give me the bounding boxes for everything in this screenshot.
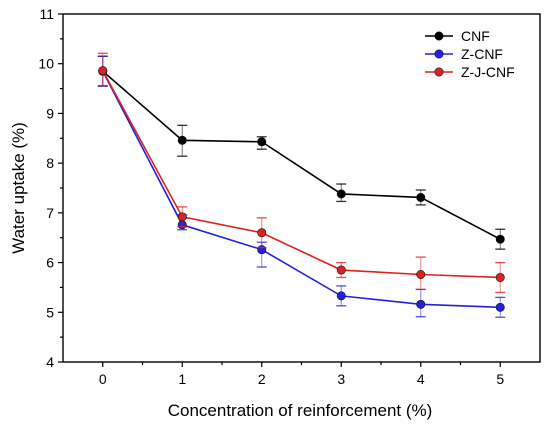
point-Z-J-CNF-3 xyxy=(336,265,346,275)
point-Z-CNF-3 xyxy=(336,291,346,301)
y-axis-title: Water uptake (%) xyxy=(9,122,28,254)
point-CNF-1 xyxy=(177,135,187,145)
series-line-CNF xyxy=(102,70,501,240)
legend-marker-CNF xyxy=(434,31,444,41)
legend-label-CNF: CNF xyxy=(461,28,490,44)
x-tick-label-0: 0 xyxy=(99,371,107,387)
series-line-Z-CNF xyxy=(102,70,501,309)
y-tick-label-10: 10 xyxy=(38,56,54,72)
y-tick-label-8: 8 xyxy=(46,155,54,171)
legend-label-Z-J-CNF: Z-J-CNF xyxy=(461,64,515,80)
axes: 4 5 6 7 8 9 10 11 0 1 2 3 4 5 xyxy=(38,6,541,387)
point-Z-CNF-5 xyxy=(495,302,505,312)
point-Z-J-CNF-2 xyxy=(257,228,267,238)
y-tick-label-11: 11 xyxy=(39,6,54,22)
point-Z-J-CNF-5 xyxy=(495,272,505,282)
series-line-Z-J-CNF xyxy=(102,70,501,279)
y-tick-label-7: 7 xyxy=(46,205,54,221)
y-tick-label-4: 4 xyxy=(46,354,54,370)
point-CNF-3 xyxy=(336,189,346,199)
point-CNF-4 xyxy=(416,192,426,202)
point-CNF-5 xyxy=(495,234,505,244)
y-tick-label-5: 5 xyxy=(46,304,54,320)
point-Z-J-CNF-1 xyxy=(177,212,187,222)
point-Z-J-CNF-0 xyxy=(98,66,108,76)
x-tick-label-4: 4 xyxy=(417,371,425,387)
point-Z-CNF-4 xyxy=(416,299,426,309)
legend: CNF Z-CNF Z-J-CNF xyxy=(425,28,515,80)
x-tick-label-2: 2 xyxy=(258,371,266,387)
x-axis-title: Concentration of reinforcement (%) xyxy=(168,401,433,420)
x-tick-label-1: 1 xyxy=(178,371,186,387)
series-Z-CNF xyxy=(97,55,506,318)
legend-marker-Z-CNF xyxy=(434,49,444,59)
legend-label-Z-CNF: Z-CNF xyxy=(461,46,503,62)
point-CNF-2 xyxy=(257,137,267,147)
point-Z-J-CNF-4 xyxy=(416,270,426,280)
legend-marker-Z-J-CNF xyxy=(434,67,444,77)
x-tick-label-3: 3 xyxy=(337,371,345,387)
y-tick-label-9: 9 xyxy=(46,105,54,121)
x-tick-label-5: 5 xyxy=(496,371,504,387)
plot-area xyxy=(97,52,506,318)
series-Z-J-CNF xyxy=(97,52,506,294)
y-tick-label-6: 6 xyxy=(46,255,54,271)
series-CNF xyxy=(97,55,506,250)
